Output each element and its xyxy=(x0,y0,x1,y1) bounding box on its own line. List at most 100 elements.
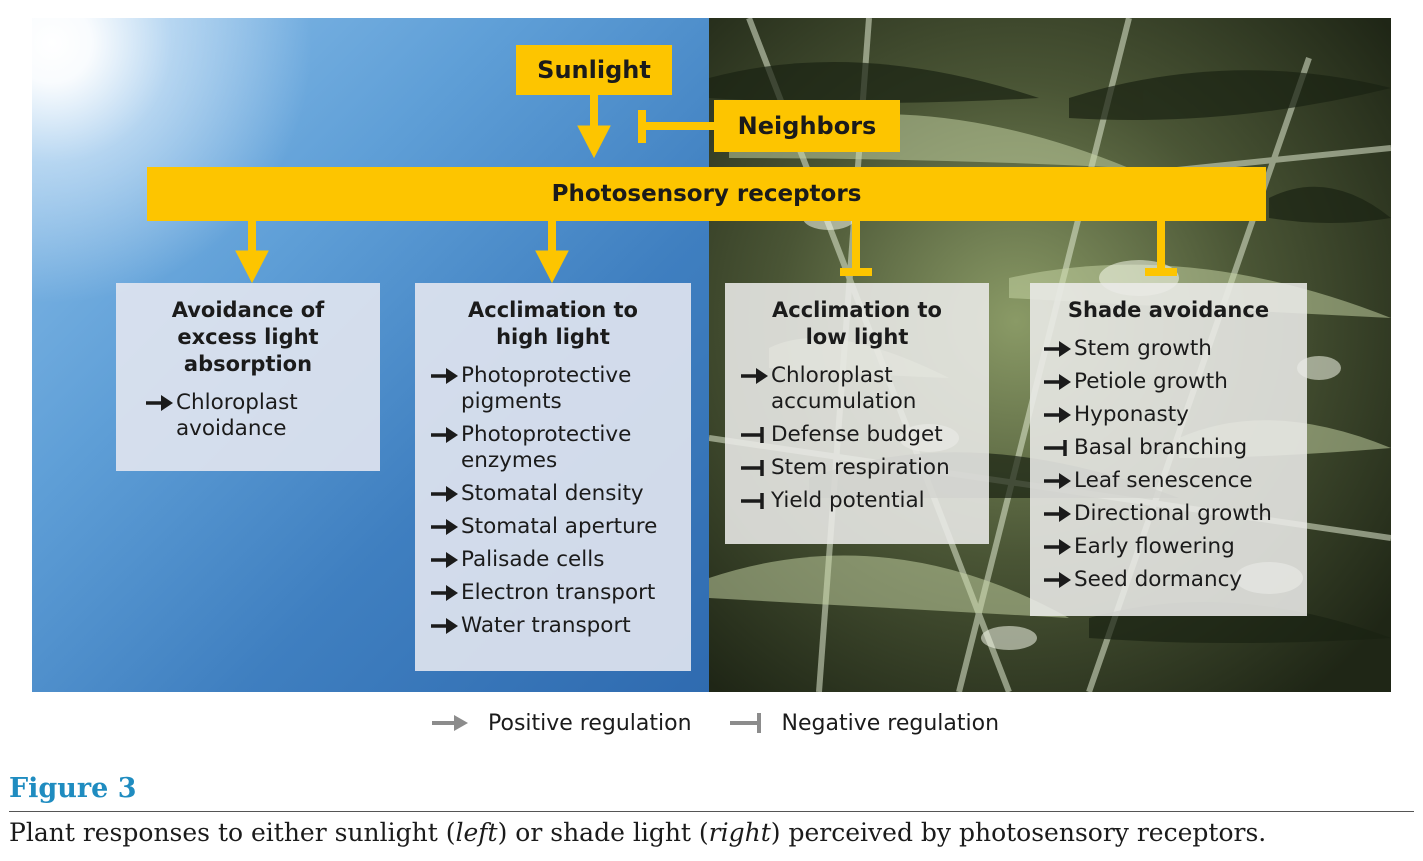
box-title-line: high light xyxy=(496,325,610,349)
trait-label: Seed dormancy xyxy=(1074,567,1242,593)
positive-arrow-icon xyxy=(431,486,458,502)
trait-label: Directional growth xyxy=(1074,501,1272,527)
trait-label-line: Electron transport xyxy=(461,580,656,605)
box-avoidance-excess-light: Avoidance of excess light absorption Chloro… xyxy=(116,283,380,471)
caption-text-3: ) perceived by photosensory receptors. xyxy=(770,818,1267,847)
regulated-trait-list: Chloroplast avoidance xyxy=(116,390,380,442)
trait-label-line: Seed dormancy xyxy=(1074,567,1243,592)
trait-label-line: enzymes xyxy=(461,448,558,473)
receptors-label: Photosensory receptors xyxy=(551,181,862,207)
trait-label-line: Directional growth xyxy=(1074,501,1272,526)
trait-label-line: Stem respiration xyxy=(771,455,950,480)
trait-label: Defense budget xyxy=(771,422,943,448)
legend: Positive regulation Negative regulation xyxy=(430,708,999,738)
negative-bar-icon xyxy=(741,427,764,443)
trait-label: Stomatal density xyxy=(461,481,644,507)
negative-regulated-trait: Stem respiration xyxy=(739,455,989,481)
negative-regulation-bar-icon xyxy=(729,713,761,733)
trait-label-line: pigments xyxy=(461,389,562,414)
trait-label: Photoprotective enzymes xyxy=(461,422,631,474)
positive-arrow-icon xyxy=(431,552,458,568)
negative-regulated-trait: Yield potential xyxy=(739,488,989,514)
box-acclimation-high-light: Acclimation to high light Photoprotective p… xyxy=(415,283,691,671)
trait-label: Chloroplast accumulation xyxy=(771,363,916,415)
trait-label-line: avoidance xyxy=(176,416,287,441)
positive-regulated-trait: Chloroplast accumulation xyxy=(739,363,989,415)
trait-label: Stomatal aperture xyxy=(461,514,657,540)
positive-arrow-icon xyxy=(1044,539,1071,555)
trait-label-line: Stem growth xyxy=(1074,336,1212,361)
positive-regulated-trait: Stomatal density xyxy=(429,481,691,507)
trait-label-line: Petiole growth xyxy=(1074,369,1228,394)
negative-regulated-trait: Basal branching xyxy=(1042,435,1307,461)
box-title-line: Acclimation to xyxy=(772,298,942,322)
trait-label: Water transport xyxy=(461,613,631,639)
positive-regulated-trait: Leaf senescence xyxy=(1042,468,1307,494)
trait-label-line: Defense budget xyxy=(771,422,943,447)
positive-regulated-trait: Stomatal aperture xyxy=(429,514,691,540)
box-title: Avoidance of excess light absorption xyxy=(116,297,380,378)
regulated-trait-list: Photoprotective pigments Photoprotective en… xyxy=(415,363,691,639)
figure-caption: Plant responses to either sunlight (left… xyxy=(9,818,1266,847)
positive-arrow-icon xyxy=(431,427,458,443)
trait-label: Leaf senescence xyxy=(1074,468,1253,494)
positive-regulated-trait: Photoprotective pigments xyxy=(429,363,691,415)
box-title: Shade avoidance xyxy=(1030,297,1307,324)
positive-arrow-icon xyxy=(431,618,458,634)
negative-bar-icon xyxy=(741,493,764,509)
positive-regulated-trait: Seed dormancy xyxy=(1042,567,1307,593)
box-title-line: Avoidance of xyxy=(171,298,325,322)
trait-label: Basal branching xyxy=(1074,435,1247,461)
box-title: Acclimation to low light xyxy=(725,297,989,351)
trait-label-line: Chloroplast xyxy=(176,390,298,415)
trait-label: Photoprotective pigments xyxy=(461,363,631,415)
positive-regulated-trait: Chloroplast avoidance xyxy=(144,390,380,442)
box-title-line: Shade avoidance xyxy=(1067,298,1270,322)
positive-regulated-trait: Directional growth xyxy=(1042,501,1307,527)
positive-arrow-icon xyxy=(741,368,768,384)
positive-arrow-icon xyxy=(1044,341,1071,357)
positive-arrow-icon xyxy=(431,368,458,384)
sunlight-arrowhead xyxy=(577,125,611,159)
trait-label-line: Leaf senescence xyxy=(1074,468,1253,493)
positive-arrow-icon xyxy=(1044,473,1071,489)
box-acclimation-low-light: Acclimation to low light Chloroplast accumu… xyxy=(725,283,989,544)
positive-regulated-trait: Photoprotective enzymes xyxy=(429,422,691,474)
regulated-trait-list: Chloroplast accumulation Defense budget Ste… xyxy=(725,363,989,514)
box-title: Acclimation to high light xyxy=(415,297,691,351)
box-shade-avoidance: Shade avoidance Stem growth Petiole growth… xyxy=(1030,283,1307,616)
trait-label: Stem respiration xyxy=(771,455,950,481)
trait-label-line: accumulation xyxy=(771,389,917,414)
caption-text-1: Plant responses to either sunlight ( xyxy=(9,818,456,847)
photosensory-receptors-bar: Photosensory receptors xyxy=(147,167,1266,221)
trait-label-line: Water transport xyxy=(461,613,631,638)
positive-regulated-trait: Palisade cells xyxy=(429,547,691,573)
box-title-line: Acclimation to xyxy=(468,298,638,322)
trait-label-line: Basal branching xyxy=(1074,435,1248,460)
trait-label-line: Photoprotective xyxy=(461,363,632,388)
positive-arrow-icon xyxy=(146,395,173,411)
neighbors-box: Neighbors xyxy=(714,100,900,152)
positive-regulated-trait: Early flowering xyxy=(1042,534,1307,560)
box-title-line: low light xyxy=(805,325,909,349)
trait-label: Hyponasty xyxy=(1074,402,1189,428)
positive-regulated-trait: Petiole growth xyxy=(1042,369,1307,395)
legend-negative-label: Negative regulation xyxy=(781,710,1000,736)
positive-arrow-icon xyxy=(431,519,458,535)
trait-label-line: Chloroplast xyxy=(771,363,893,388)
sunlight-label: Sunlight xyxy=(537,56,651,84)
box-title-line: absorption xyxy=(183,352,313,376)
positive-arrow-icon xyxy=(1044,374,1071,390)
trait-label: Palisade cells xyxy=(461,547,604,573)
positive-regulated-trait: Stem growth xyxy=(1042,336,1307,362)
legend-positive-label: Positive regulation xyxy=(488,710,692,736)
trait-label: Yield potential xyxy=(771,488,925,514)
negative-bar-icon xyxy=(741,460,764,476)
positive-regulated-trait: Hyponasty xyxy=(1042,402,1307,428)
trait-label-line: Stomatal aperture xyxy=(461,514,658,539)
box-title-line: excess light xyxy=(177,325,319,349)
positive-arrow-icon xyxy=(431,585,458,601)
positive-arrow-icon xyxy=(1044,407,1071,423)
trait-label: Early flowering xyxy=(1074,534,1235,560)
